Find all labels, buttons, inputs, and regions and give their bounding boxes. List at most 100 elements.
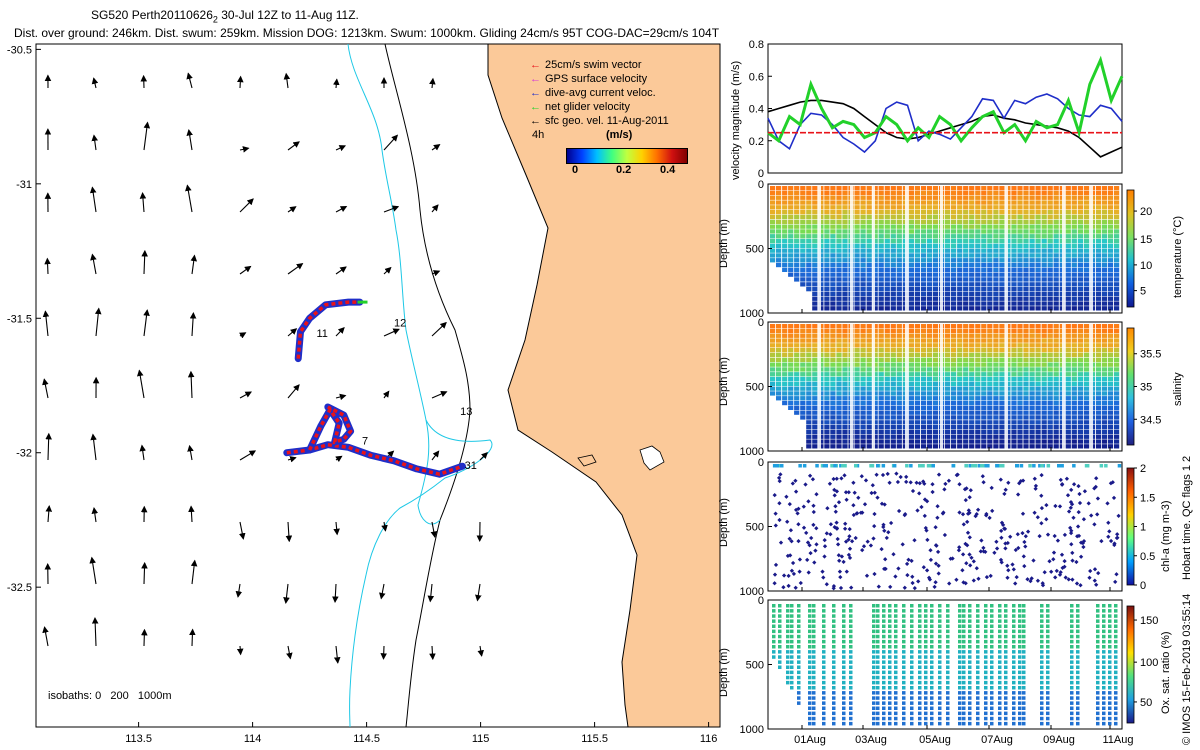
velocity-arrow xyxy=(189,628,196,647)
velocity-arrow xyxy=(431,390,448,399)
velocity-arrow xyxy=(235,583,243,598)
velocity-arrow xyxy=(141,561,148,585)
legend-arrow-icon: ← xyxy=(530,101,541,113)
velocity-arrow xyxy=(185,184,193,213)
y-tick-label: -32 xyxy=(16,448,32,460)
velocity-arrow xyxy=(333,645,341,664)
velocity-arrow xyxy=(143,309,150,337)
profile-gap xyxy=(1062,185,1065,312)
colorbar-tick: 0 xyxy=(572,164,579,176)
colorbar-tick-label: 20 xyxy=(1140,206,1152,218)
velocity-arrow xyxy=(285,521,293,543)
section-panels: 0500100020151050500100035.53534.50500100… xyxy=(740,179,1162,746)
x-tick-label: 115.5 xyxy=(581,733,608,745)
date-tick-label: 11Aug xyxy=(1103,734,1134,746)
velocity-arrow xyxy=(287,206,297,213)
track-swim-0 xyxy=(286,442,463,477)
velocity-arrow xyxy=(333,78,340,89)
section-data xyxy=(770,323,1120,450)
section-data xyxy=(770,185,1120,312)
imos-credit: © IMOS 15-Feb-2019 03:55:14 xyxy=(1181,593,1193,745)
legend-label: net glider velocity xyxy=(545,101,630,113)
velocity-arrow xyxy=(143,121,151,151)
profile-gap xyxy=(1062,323,1065,450)
track-day-label: 11 xyxy=(316,328,327,340)
velocity-arrow xyxy=(287,456,297,463)
title-subscript: 2 xyxy=(212,14,218,25)
date-tick-label: 07Aug xyxy=(981,734,1013,746)
velocity-arrow xyxy=(42,378,49,399)
isobath-1000m xyxy=(384,43,471,728)
vel-y-tick-label: 0.8 xyxy=(749,39,764,51)
velocity-arrow xyxy=(141,249,148,275)
y-tick-label: -31 xyxy=(16,179,32,191)
legend-arrow-icon: ← xyxy=(530,59,541,71)
velocity-arrow xyxy=(431,450,440,461)
legend-arrow-icon: ← xyxy=(530,87,541,99)
isobaths xyxy=(347,43,493,728)
track-day-label: 7 xyxy=(362,436,368,448)
section-data xyxy=(772,604,1118,726)
depth-tick-label: 0 xyxy=(758,317,764,329)
profile-gap xyxy=(850,323,853,450)
velocity-arrow xyxy=(430,521,438,539)
legend-arrow-icon: ← xyxy=(530,115,541,127)
track-swim-2 xyxy=(296,300,360,359)
depth-tick-label: 0 xyxy=(758,179,764,191)
section-data xyxy=(772,464,1122,591)
velocity-panel: 0 0.2 0.4 0.6 0.8 xyxy=(749,39,1124,180)
velocity-arrow xyxy=(89,186,97,213)
profile-gap xyxy=(940,185,943,312)
velocity-arrow xyxy=(382,390,390,399)
track-day-label: 12 xyxy=(394,317,406,329)
depth-tick-label: 500 xyxy=(746,382,764,394)
coastline xyxy=(487,43,721,728)
velocity-arrow xyxy=(187,444,194,461)
velocity-arrow xyxy=(42,626,49,647)
velocity-arrow xyxy=(431,204,439,213)
colorbar-tick-label: 5 xyxy=(1140,286,1146,298)
track-day-label: 31 xyxy=(465,460,477,472)
glider-track: 11 12 13 7 31 xyxy=(283,298,477,478)
velocity-arrow xyxy=(335,145,347,152)
velocity-arrow xyxy=(286,645,293,660)
colorbar-tick-label: 0.5 xyxy=(1140,551,1155,563)
section-colorbar xyxy=(1126,467,1135,586)
mission-stats: Dist. over ground: 246km. Dist. swum: 25… xyxy=(14,26,720,40)
salinity-depth-label: Depth (m) xyxy=(718,357,730,406)
y-tick-label: -32.5 xyxy=(7,582,32,594)
velocity-arrow xyxy=(91,507,99,523)
velocity-arrow xyxy=(475,583,482,602)
velocity-arrow xyxy=(187,370,195,399)
vel-y-tick-label: 0.2 xyxy=(749,136,764,148)
title-suffix: 30-Jul 12Z to 11-Aug 11Z. xyxy=(217,8,359,22)
colorbar-tick-label: 2 xyxy=(1140,463,1146,475)
colorbar-tick-label: 35 xyxy=(1140,382,1152,394)
legend-arrow-icon: ← xyxy=(530,73,541,85)
isobath-200m xyxy=(347,43,493,728)
geostrophic-velocity-field xyxy=(42,72,488,664)
colorbar-tick-label: 35.5 xyxy=(1140,349,1161,361)
chla-cbar-label: chl-a (mg m-3) xyxy=(1160,500,1172,572)
profile-gap xyxy=(1090,323,1093,450)
velocity-arrow xyxy=(239,521,246,540)
legend-colorbar-header: 4h (m/s) xyxy=(530,128,710,144)
map-title: SG520 Perth201106262 30-Jul 12Z to 11-Au… xyxy=(91,8,359,24)
rottnest-island xyxy=(577,454,597,467)
time-marker: 4h xyxy=(532,129,545,141)
y-tick-label: -30.5 xyxy=(7,44,32,56)
colorbar-tick-label: 50 xyxy=(1140,697,1152,709)
velocity-arrow xyxy=(380,645,388,660)
section-frame xyxy=(767,599,1123,730)
oxy-depth-label: Depth (m) xyxy=(718,648,730,697)
profile-gap xyxy=(850,185,853,312)
depth-tick-label: 500 xyxy=(746,660,764,672)
velocity-arrow xyxy=(239,265,252,275)
date-tick-label: 09Aug xyxy=(1043,734,1075,746)
velocity-arrow xyxy=(45,432,52,461)
legend-label: GPS surface velocity xyxy=(545,73,648,85)
legend-item: ← sfc geo. vel. 11-Aug-2011 xyxy=(530,114,710,128)
speed-colorbar xyxy=(566,148,688,164)
title-prefix: SG520 Perth20110626 xyxy=(91,8,213,22)
velocity-arrow xyxy=(89,556,97,585)
